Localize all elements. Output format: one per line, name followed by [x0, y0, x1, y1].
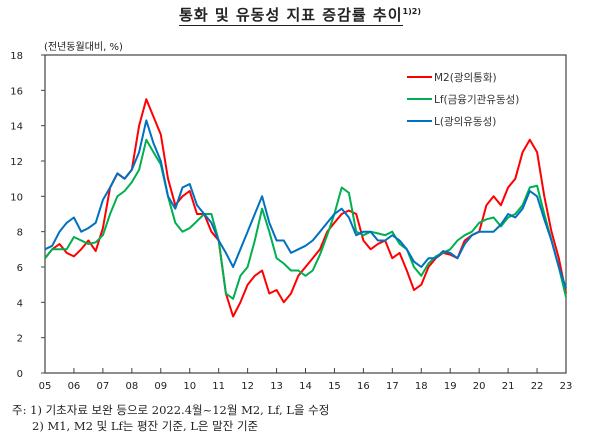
x-tick-label: 23: [560, 381, 573, 392]
y-tick-label: 0: [17, 369, 23, 380]
y-tick-label: 6: [17, 263, 23, 274]
footnote-prefix: 주:: [12, 403, 27, 417]
title-footnote-marker: 1)2): [402, 7, 421, 16]
y-tick-label: 8: [17, 228, 23, 239]
x-tick-label: 12: [241, 381, 254, 392]
series-line-m2: [44, 98, 567, 318]
x-tick-label: 08: [125, 381, 138, 392]
footnote-1: 1) 기초자료 보완 등으로 2022.4월~12월 M2, Lf, L을 수정: [30, 403, 330, 417]
x-tick-label: 06: [68, 381, 81, 392]
legend: M2(광의통화) Lf(금융기관유동성) L(광의유동성): [407, 72, 519, 128]
y-tick-label: 4: [17, 298, 23, 309]
series-lines: [44, 98, 567, 318]
x-tick-label: 11: [212, 381, 225, 392]
footnotes: 주: 1) 기초자료 보완 등으로 2022.4월~12월 M2, Lf, L을…: [12, 402, 329, 434]
x-tick-label: 13: [270, 381, 283, 392]
y-tick-label: 10: [10, 192, 23, 203]
x-tick-label: 09: [154, 381, 167, 392]
chart-title: 통화 및 유동성 지표 증감률 추이1)2): [0, 4, 600, 26]
x-tick-label: 18: [415, 381, 428, 392]
x-tick-label: 07: [97, 381, 110, 392]
line-chart: (전년동월대비, %) 0 2 4 6 8 10 12 14 16 18 05 06 07 08 09 10 1…: [10, 41, 572, 392]
legend-label: Lf(금융기관유동성): [434, 94, 519, 106]
y-tick-label: 14: [10, 122, 23, 133]
x-tick-label: 20: [473, 381, 486, 392]
y-tick-label: 16: [10, 86, 23, 97]
y-tick-label: 2: [17, 334, 23, 345]
axes: 0 2 4 6 8 10 12 14 16 18 05 06 07 08 09 10 11 12 13 14 15 16 1…: [10, 51, 572, 392]
y-tick-label: 18: [10, 51, 23, 62]
x-tick-label: 21: [502, 381, 515, 392]
footnote-2: 2) M1, M2 및 Lf는 평잔 기준, L은 말잔 기준: [32, 419, 259, 433]
y-tick-label: 12: [10, 157, 23, 168]
x-tick-label: 22: [531, 381, 544, 392]
x-tick-label: 19: [444, 381, 457, 392]
x-tick-label: 05: [39, 381, 52, 392]
series-line-lf: [44, 138, 567, 300]
series-line-l: [44, 119, 567, 289]
x-tick-label: 10: [183, 381, 196, 392]
x-tick-label: 16: [357, 381, 370, 392]
x-tick-label: 14: [299, 381, 312, 392]
y-axis-label: (전년동월대비, %): [44, 41, 123, 53]
x-tick-label: 17: [386, 381, 399, 392]
legend-label: M2(광의통화): [434, 72, 497, 84]
legend-label: L(광의유동성): [434, 116, 496, 128]
x-tick-label: 15: [328, 381, 341, 392]
chart-title-text: 통화 및 유동성 지표 증감률 추이: [179, 6, 403, 26]
